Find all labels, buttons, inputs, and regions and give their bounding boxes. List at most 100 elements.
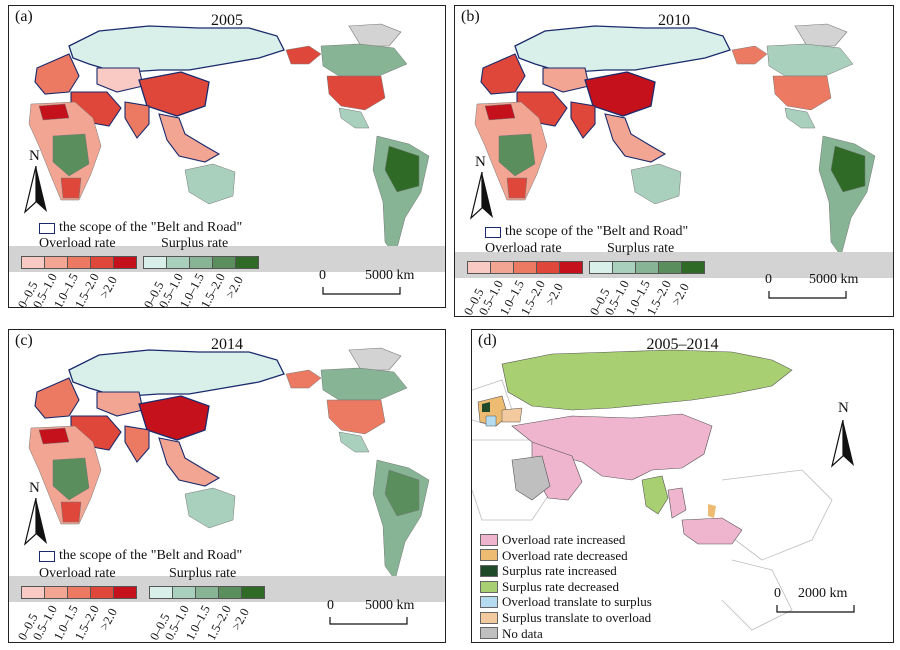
- overload-ramp: [21, 256, 137, 269]
- scope-text: the scope of the "Belt and Road": [59, 548, 243, 563]
- surplus-swatch-3: [635, 261, 659, 274]
- scope-swatch: [485, 226, 501, 238]
- canada: [320, 43, 408, 77]
- north-arrow-icon: [469, 172, 493, 220]
- central-asia: [96, 67, 144, 93]
- scale-distance-label: 2000 km: [798, 586, 848, 601]
- russia-change: [501, 349, 793, 411]
- change-legend-item: Surplus rate increased: [480, 563, 652, 579]
- overload-swatch-4: [90, 586, 114, 599]
- panel-label: (a): [15, 8, 33, 25]
- overload-swatch-5: [113, 256, 137, 269]
- africa: [474, 101, 548, 201]
- overload-swatch-1: [467, 261, 491, 274]
- greenland: [348, 347, 402, 371]
- alaska: [731, 45, 768, 65]
- surplus-legend-title: Surplus rate: [161, 236, 229, 251]
- north-label: N: [29, 148, 40, 164]
- africa: [28, 425, 102, 525]
- panel-title: 2005: [211, 12, 243, 29]
- asia-overload-change: [511, 413, 713, 501]
- mexico: [784, 107, 816, 129]
- legend-label: Surplus rate increased: [502, 563, 617, 579]
- legend-swatch: [480, 611, 498, 624]
- central-asia: [542, 67, 590, 93]
- india: [124, 101, 150, 139]
- surplus-swatch-1: [149, 586, 173, 599]
- map-panel-2014: (c) 2014 N the scope of the "Belt and Ro…: [8, 329, 446, 643]
- usa: [326, 75, 386, 111]
- overload-legend-title: Overload rate: [39, 566, 116, 581]
- overload-swatch-5: [559, 261, 583, 274]
- mexico: [338, 431, 370, 453]
- greenland: [348, 23, 402, 47]
- canada: [320, 367, 408, 401]
- scale-bar: [329, 617, 408, 625]
- legend-swatch: [480, 533, 498, 546]
- australia: [184, 163, 236, 205]
- russia-region: [68, 25, 285, 73]
- legend-swatch: [480, 580, 498, 593]
- north-arrow-icon: [830, 420, 854, 468]
- overload-swatch-1: [21, 256, 45, 269]
- scope-legend: the scope of the "Belt and Road": [39, 220, 242, 236]
- north-arrow-icon: [23, 166, 47, 214]
- change-legend-item: Overload translate to surplus: [480, 594, 652, 610]
- usa: [772, 75, 832, 111]
- legend-label: Overload translate to surplus: [502, 594, 652, 610]
- legend-label: Surplus translate to overload: [502, 609, 652, 625]
- north-arrow-icon: [23, 498, 47, 546]
- scale-bar: [768, 291, 847, 299]
- southeast-asia: [604, 113, 667, 163]
- surplus-swatch-4: [658, 261, 682, 274]
- canada: [766, 43, 854, 77]
- south-america: [372, 135, 430, 257]
- north-label: N: [29, 480, 40, 496]
- southeast-asia: [158, 113, 221, 163]
- surplus-swatch-2: [172, 586, 196, 599]
- africa: [28, 101, 102, 201]
- europe-change: [477, 395, 523, 427]
- scale-bar: [776, 605, 855, 613]
- change-map: [472, 349, 833, 631]
- russia-region: [514, 25, 731, 73]
- surplus-legend-title: Surplus rate: [169, 566, 237, 581]
- scope-legend: the scope of the "Belt and Road": [485, 224, 688, 240]
- europe: [34, 53, 80, 95]
- panel-label: (b): [461, 8, 480, 25]
- scale-distance-label: 5000 km: [365, 598, 415, 613]
- panel-label: (c): [15, 332, 33, 349]
- legend-swatch: [480, 564, 498, 577]
- australia: [184, 487, 236, 529]
- arabia-nodata: [511, 455, 551, 501]
- alaska: [285, 369, 322, 389]
- surplus-swatch-2: [612, 261, 636, 274]
- surplus-swatch-1: [589, 261, 613, 274]
- scope-text: the scope of the "Belt and Road": [505, 224, 689, 239]
- overload-ramp: [21, 586, 137, 599]
- scale-distance-label: 5000 km: [365, 268, 415, 283]
- scale-zero-label: 0: [327, 598, 334, 613]
- surplus-legend-title: Surplus rate: [607, 241, 675, 256]
- overload-legend-title: Overload rate: [39, 236, 116, 251]
- change-legend-item: Overload rate decreased: [480, 548, 652, 564]
- surplus-swatch-5: [235, 256, 259, 269]
- change-legend-item: Overload rate increased: [480, 532, 652, 548]
- change-legend-item: Surplus rate decreased: [480, 579, 652, 595]
- change-legend-item: No data: [480, 626, 652, 642]
- india: [570, 101, 596, 139]
- legend-label: Overload rate decreased: [502, 547, 628, 563]
- surplus-swatch-3: [189, 256, 213, 269]
- alaska: [285, 45, 322, 65]
- overload-swatch-3: [67, 256, 91, 269]
- north-label: N: [838, 400, 849, 416]
- europe: [34, 377, 80, 419]
- surplus-ramp: [143, 256, 259, 269]
- surplus-ramp: [149, 586, 265, 599]
- scope-text: the scope of the "Belt and Road": [59, 220, 243, 235]
- surplus-swatch-5: [241, 586, 265, 599]
- overload-swatch-4: [536, 261, 560, 274]
- overload-swatch-2: [490, 261, 514, 274]
- scale-zero-label: 0: [319, 268, 326, 283]
- southeast-asia-change: [641, 475, 743, 545]
